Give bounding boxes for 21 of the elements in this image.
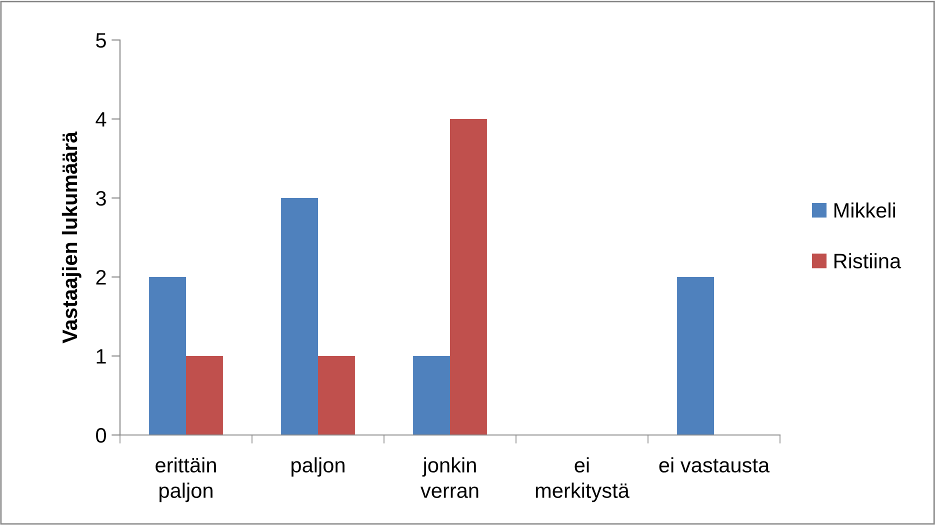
bar	[450, 119, 487, 435]
legend-label: Mikkeli	[834, 202, 896, 218]
x-tick-label: erittäin paljon	[156, 457, 216, 502]
y-axis-title: Vastaajien lukumäärä	[62, 131, 82, 344]
y-tick-label: 2	[96, 270, 106, 285]
x-tick-label: ei vastausta	[659, 457, 770, 473]
bar	[149, 277, 186, 435]
y-tick-label: 5	[96, 33, 106, 48]
bar	[318, 356, 355, 435]
y-tick-label: 3	[96, 191, 106, 206]
bar	[677, 277, 714, 435]
bar	[413, 356, 450, 435]
y-tick-label: 4	[96, 112, 106, 127]
bar	[186, 356, 223, 435]
bar	[281, 198, 318, 435]
x-tick-label: ei merkitystä	[536, 457, 630, 502]
x-tick-label: jonkin verran	[420, 457, 478, 498]
y-tick-label: 0	[96, 428, 106, 443]
legend-label: Ristiina	[834, 253, 902, 268]
y-tick-label: 1	[96, 349, 106, 364]
x-tick-label: paljon	[292, 457, 344, 477]
